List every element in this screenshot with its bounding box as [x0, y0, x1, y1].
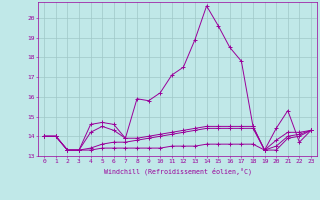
X-axis label: Windchill (Refroidissement éolien,°C): Windchill (Refroidissement éolien,°C) [104, 167, 252, 175]
